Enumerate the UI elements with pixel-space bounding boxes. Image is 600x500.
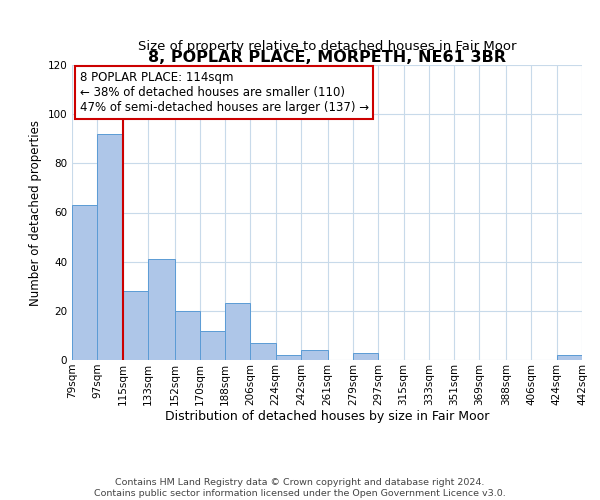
Bar (557, 355, 582, 360)
Y-axis label: Number of detached properties: Number of detached properties (29, 120, 42, 306)
Bar (148, 259, 175, 360)
Bar (225, 304, 250, 360)
Bar (175, 311, 200, 360)
Bar (301, 350, 328, 360)
Bar (72, 205, 97, 360)
X-axis label: Distribution of detached houses by size in Fair Moor: Distribution of detached houses by size … (165, 410, 489, 424)
Text: 8 POPLAR PLACE: 114sqm
← 38% of detached houses are smaller (110)
47% of semi-de: 8 POPLAR PLACE: 114sqm ← 38% of detached… (80, 71, 369, 114)
Text: Contains HM Land Registry data © Crown copyright and database right 2024.
Contai: Contains HM Land Registry data © Crown c… (94, 478, 506, 498)
Bar (97, 134, 122, 360)
Bar (276, 355, 301, 360)
Title: 8, POPLAR PLACE, MORPETH, NE61 3BR: 8, POPLAR PLACE, MORPETH, NE61 3BR (148, 50, 506, 65)
Bar (250, 343, 276, 360)
Bar (353, 352, 378, 360)
Text: Size of property relative to detached houses in Fair Moor: Size of property relative to detached ho… (138, 40, 516, 53)
Bar (122, 291, 148, 360)
Bar (200, 330, 225, 360)
